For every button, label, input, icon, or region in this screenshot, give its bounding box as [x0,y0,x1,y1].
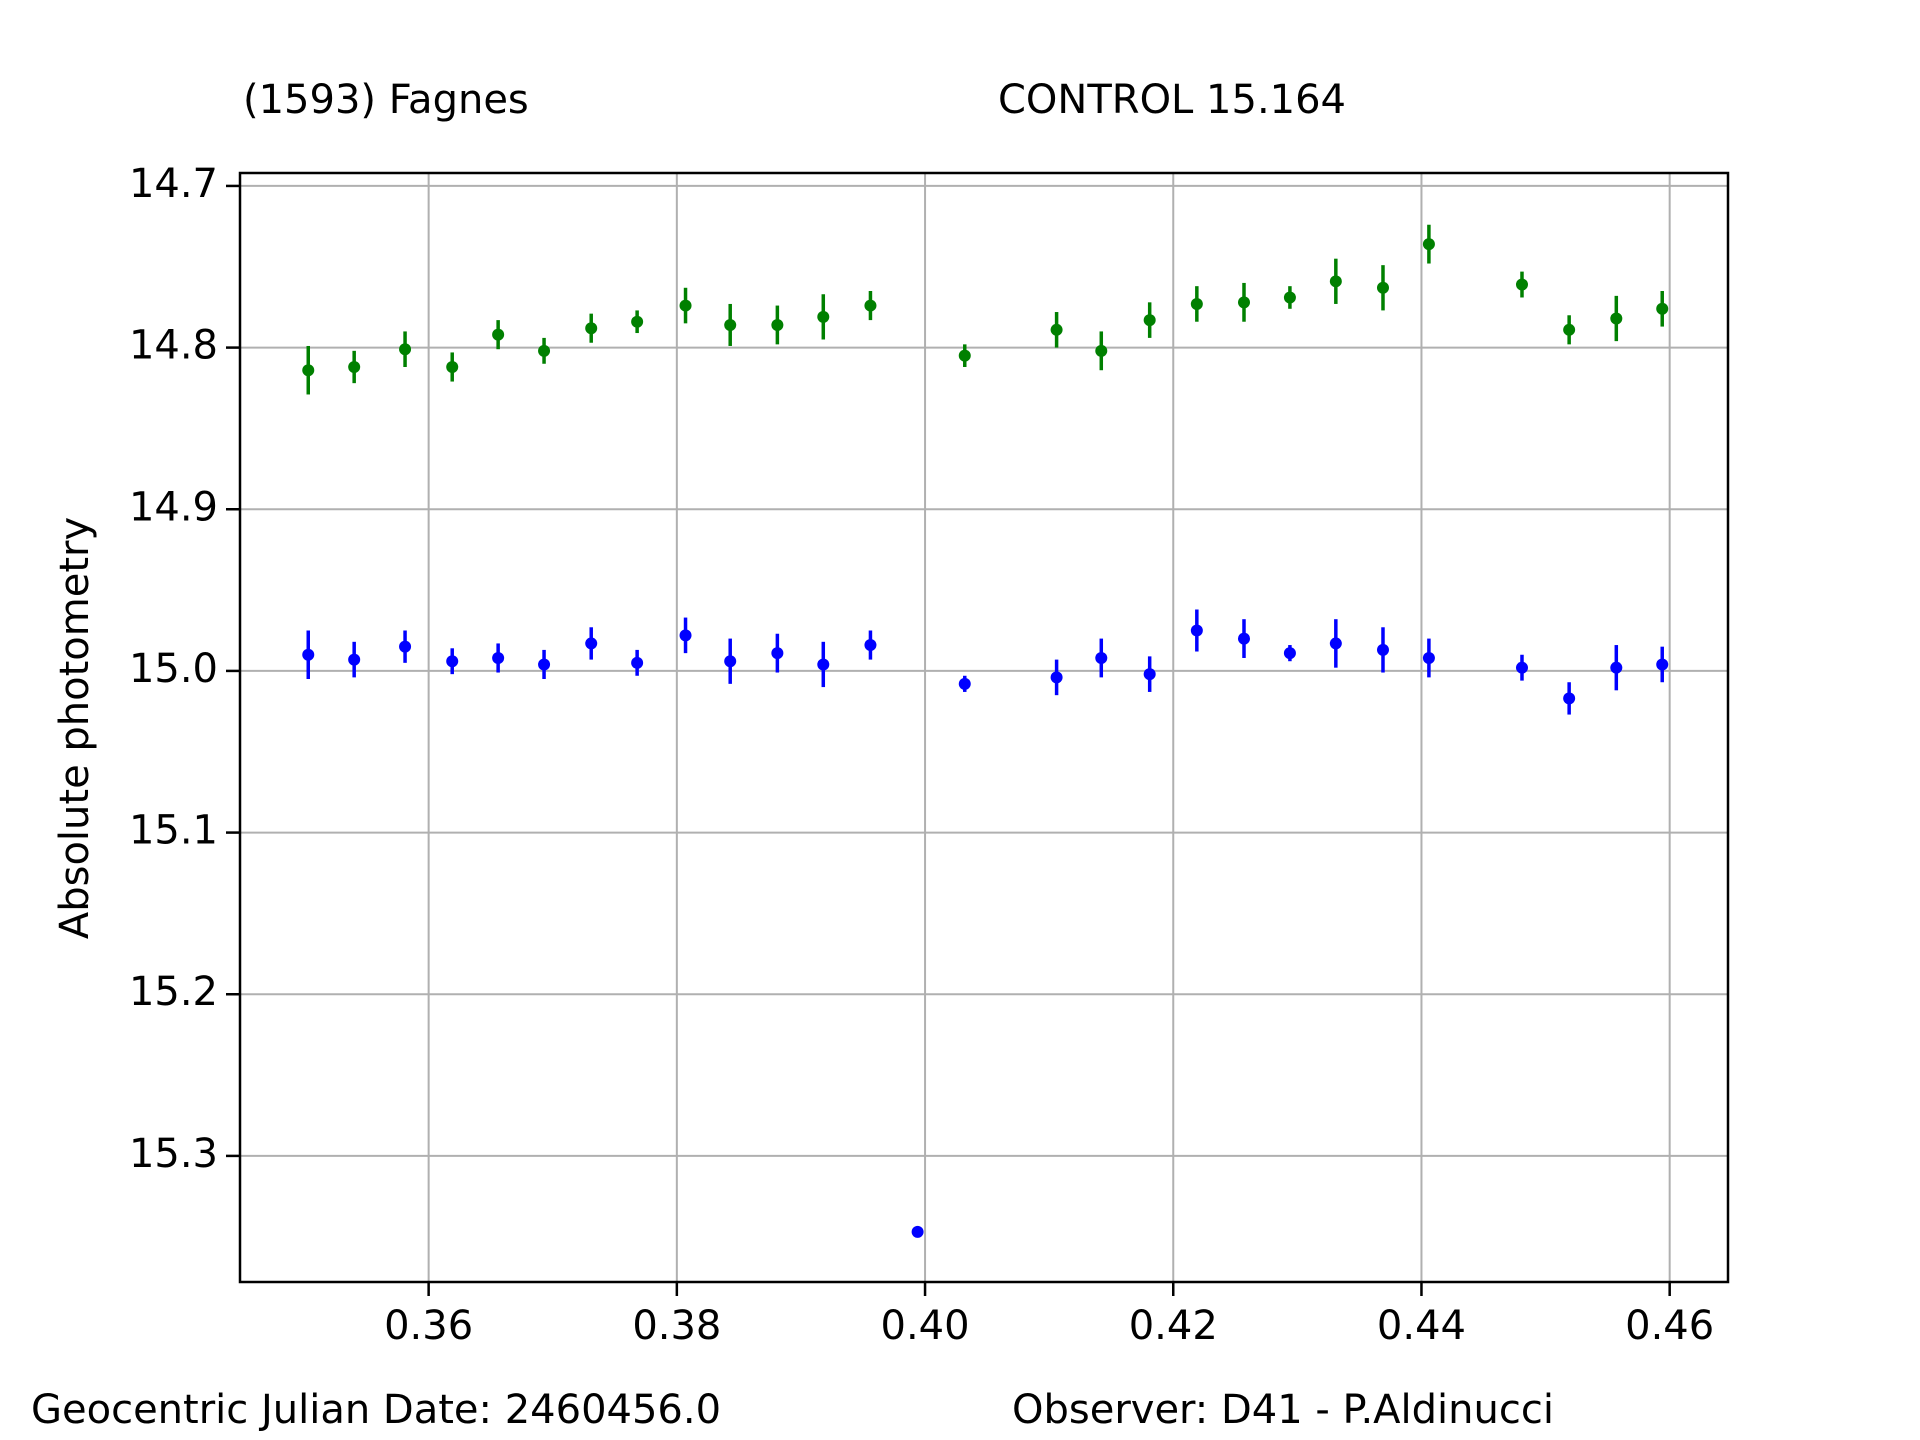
data-point [1050,671,1063,684]
y-tick-label: 15.3 [129,1131,218,1177]
data-point [958,677,971,690]
data-point [864,639,877,652]
data-point [817,310,830,323]
data-point [492,328,505,341]
data-point [1376,281,1389,294]
x-tick-label: 0.44 [1377,1303,1466,1349]
data-point [1329,275,1342,288]
plot-frame [238,171,1730,1284]
y-tick-label: 15.2 [129,969,218,1015]
y-axis-label: Absolute photometry [52,517,98,939]
data-point [1050,323,1063,336]
data-point [446,655,459,668]
data-point [585,637,598,650]
footer-annotation: Observer: D41 - P.Aldinucci [1012,1387,1554,1433]
y-tick-label: 14.9 [129,484,218,530]
data-point [679,299,692,312]
data-point [1283,291,1296,304]
x-tick-label: 0.36 [384,1303,473,1349]
data-point [1563,692,1576,705]
data-point [631,656,644,669]
data-point [1422,238,1435,251]
data-point [958,349,971,362]
series-title: CONTROL 15.164 [998,77,1346,123]
data-point [348,360,361,373]
y-tick-label: 14.7 [129,161,218,207]
data-point [1237,296,1250,309]
data-point [492,651,505,664]
data-point [1143,668,1156,681]
data-point [1237,632,1250,645]
data-point [446,360,459,373]
x-tick-label: 0.40 [881,1303,970,1349]
data-point [538,344,551,357]
series-title: (1593) Fagnes [243,77,529,123]
data-point [399,640,412,653]
data-point [864,299,877,312]
y-tick-label: 15.1 [129,808,218,854]
data-point [724,318,737,331]
data-point [1656,302,1669,315]
data-point [631,315,644,328]
data-point [679,629,692,642]
data-point [911,1225,924,1238]
data-point [302,648,315,661]
data-point [1143,314,1156,327]
data-point [585,322,598,335]
data-point [1610,661,1623,674]
data-point [1376,643,1389,656]
x-tick-label: 0.42 [1129,1303,1218,1349]
data-point [771,647,784,660]
x-tick-label: 0.46 [1625,1303,1714,1349]
data-point [1422,651,1435,664]
data-point [399,343,412,356]
y-tick-label: 14.8 [129,323,218,369]
data-point [1610,312,1623,325]
data-point [724,655,737,668]
data-point [348,653,361,666]
data-point [1563,323,1576,336]
x-tick-label: 0.38 [632,1303,721,1349]
data-point [1190,624,1203,637]
data-point [302,364,315,377]
data-point [1283,647,1296,660]
data-point [1515,661,1528,674]
data-point [771,318,784,331]
data-point [1656,658,1669,671]
data-point [1515,278,1528,291]
data-point [1190,297,1203,310]
data-point [1329,637,1342,650]
y-tick-label: 15.0 [129,646,218,692]
data-point [538,658,551,671]
data-point [817,658,830,671]
footer-annotation: Geocentric Julian Date: 2460456.0 [31,1387,721,1433]
data-point [1095,651,1108,664]
data-point [1095,344,1108,357]
